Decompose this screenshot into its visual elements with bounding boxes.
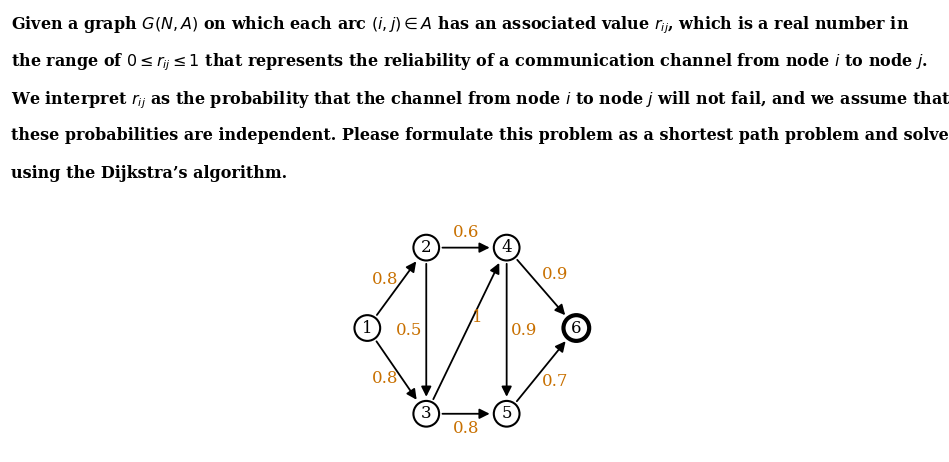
Text: 0.8: 0.8 (371, 271, 398, 288)
Text: 0.9: 0.9 (511, 322, 537, 339)
Text: 2: 2 (421, 239, 432, 256)
Text: 3: 3 (421, 405, 432, 422)
Circle shape (355, 315, 381, 341)
Circle shape (414, 401, 439, 426)
Circle shape (564, 315, 589, 341)
Text: the range of $0 \leq r_{ij} \leq 1$ that represents the reliability of a communi: the range of $0 \leq r_{ij} \leq 1$ that… (11, 52, 928, 73)
Text: 0.9: 0.9 (542, 266, 568, 283)
Text: 4: 4 (501, 239, 512, 256)
Circle shape (493, 401, 519, 426)
Text: 5: 5 (501, 405, 512, 422)
Text: 0.5: 0.5 (396, 322, 422, 339)
Text: 1: 1 (362, 320, 373, 336)
Text: using the Dijkstra’s algorithm.: using the Dijkstra’s algorithm. (11, 164, 288, 182)
Text: 0.6: 0.6 (454, 225, 479, 241)
Text: We interpret $r_{ij}$ as the probability that the channel from node $i$ to node : We interpret $r_{ij}$ as the probability… (11, 90, 949, 111)
Circle shape (493, 235, 519, 261)
Text: Given a graph $G(N, A)$ on which each arc $(i, j) \in A$ has an associated value: Given a graph $G(N, A)$ on which each ar… (11, 14, 910, 36)
Circle shape (414, 235, 439, 261)
Text: 0.8: 0.8 (371, 371, 398, 388)
Text: 1: 1 (472, 309, 482, 326)
Text: 0.7: 0.7 (542, 373, 568, 390)
Text: 0.8: 0.8 (454, 420, 479, 437)
Text: 6: 6 (571, 320, 582, 336)
Text: these probabilities are independent. Please formulate this problem as a shortest: these probabilities are independent. Ple… (11, 127, 949, 144)
